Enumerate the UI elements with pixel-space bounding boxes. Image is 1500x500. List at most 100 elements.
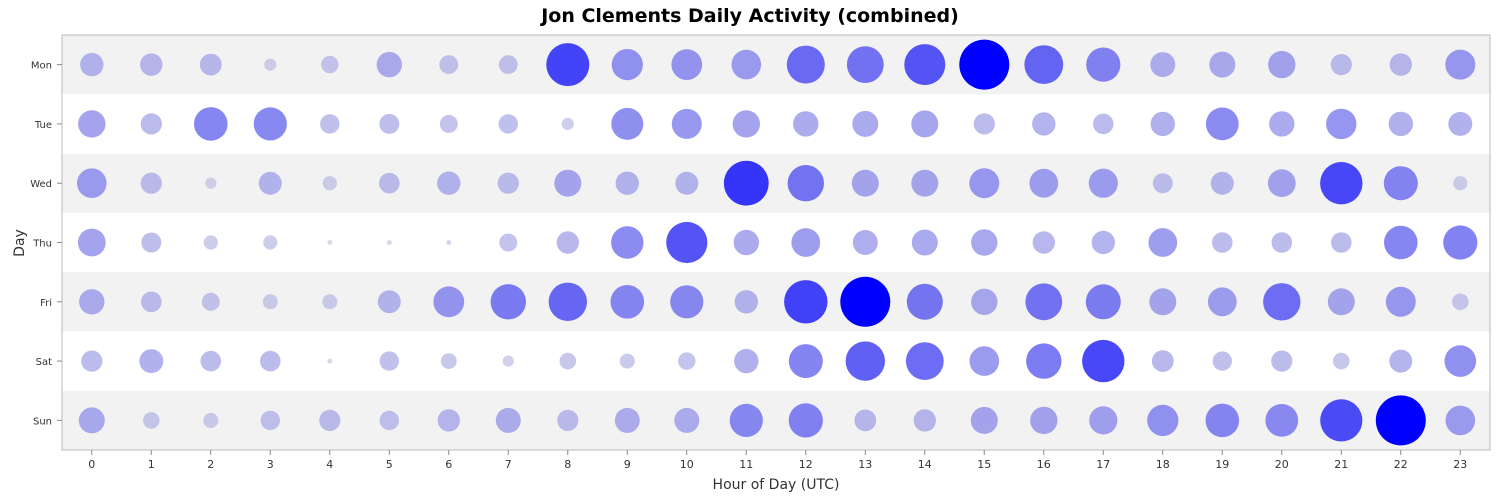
bubble-tue-1 [140, 113, 162, 135]
bubble-fri-18 [1149, 288, 1177, 316]
bubble-wed-19 [1210, 171, 1234, 195]
x-tick-label: 3 [267, 458, 274, 471]
bubble-mon-7 [498, 55, 518, 74]
x-tick-label: 15 [977, 458, 991, 471]
bubble-sun-12 [788, 403, 823, 438]
y-tick-label: Mon [31, 61, 52, 72]
y-axis-label: Day [12, 229, 28, 257]
bubble-wed-22 [1383, 166, 1418, 201]
x-tick-label: 18 [1156, 458, 1170, 471]
bubble-sat-22 [1389, 349, 1413, 373]
bubble-tue-3 [253, 107, 287, 141]
bubble-mon-20 [1268, 50, 1296, 79]
bubble-fri-5 [377, 290, 401, 314]
bubble-tue-23 [1448, 111, 1473, 136]
bubble-wed-16 [1029, 168, 1059, 198]
bubble-fri-4 [322, 294, 338, 310]
bubble-wed-13 [851, 169, 879, 197]
bubble-thu-23 [1443, 225, 1478, 260]
bubble-wed-12 [787, 165, 824, 202]
row-band-tue [62, 94, 1490, 154]
bubble-wed-8 [554, 169, 582, 197]
x-tick-label: 6 [445, 458, 452, 471]
bubble-thu-4 [327, 240, 333, 245]
row-band-mon [62, 35, 1490, 95]
bubble-tue-21 [1326, 108, 1357, 140]
bubble-mon-21 [1330, 54, 1352, 76]
bubble-sat-4 [327, 358, 333, 364]
bubble-wed-2 [205, 177, 217, 189]
bubble-sun-16 [1030, 406, 1058, 435]
bubble-sun-4 [319, 409, 341, 431]
bubble-thu-2 [203, 235, 218, 250]
bubble-sat-10 [678, 352, 696, 370]
bubble-thu-8 [556, 231, 579, 254]
bubble-mon-14 [904, 44, 946, 86]
bubble-sat-18 [1151, 350, 1174, 372]
bubble-sun-15 [970, 406, 998, 434]
bubble-mon-23 [1445, 49, 1476, 80]
bubble-mon-22 [1389, 53, 1413, 76]
x-tick-label: 11 [739, 458, 753, 471]
bubble-mon-5 [376, 51, 402, 78]
row-band-sat [62, 331, 1490, 391]
bubble-sat-5 [379, 351, 399, 371]
bubble-wed-15 [969, 168, 1000, 199]
bubble-sun-22 [1375, 395, 1426, 446]
bubble-thu-14 [911, 229, 938, 256]
bubble-sat-15 [969, 346, 1000, 376]
bubble-wed-1 [140, 172, 162, 194]
bubble-tue-18 [1150, 111, 1176, 137]
bubble-tue-15 [973, 113, 995, 135]
x-axis-ticks: 0 1 2 3 4 5 6 7 8 9 10 11 12 13 14 15 16 17 18 19 20 21 22 23 [88, 450, 1467, 471]
y-axis-ticks: Mon Tue Wed Thu Fri Sat Sun [30, 61, 62, 427]
bubble-wed-10 [675, 171, 699, 195]
bubble-fri-9 [610, 285, 645, 319]
x-tick-label: 8 [564, 458, 571, 471]
bubble-fri-22 [1385, 286, 1416, 317]
x-tick-label: 22 [1394, 458, 1408, 471]
bubble-thu-21 [1331, 232, 1352, 253]
bubble-wed-17 [1088, 168, 1118, 198]
bubble-thu-20 [1271, 232, 1293, 253]
bubble-mon-11 [731, 49, 762, 80]
bubble-fri-7 [490, 284, 526, 320]
x-tick-label: 23 [1453, 458, 1467, 471]
bubble-wed-11 [723, 160, 769, 206]
bubble-sat-9 [619, 353, 635, 369]
bubble-fri-12 [784, 280, 828, 324]
bubble-sun-18 [1147, 404, 1179, 436]
bubble-tue-13 [852, 110, 879, 137]
bubble-tue-22 [1388, 111, 1414, 137]
bubble-tue-6 [439, 114, 458, 133]
bubble-wed-9 [615, 171, 639, 195]
bubble-thu-0 [77, 228, 106, 257]
bubble-sun-7 [495, 407, 521, 433]
bubble-wed-4 [322, 176, 337, 191]
y-tick-label: Thu [32, 239, 52, 250]
bubble-thu-15 [971, 229, 998, 256]
bubble-sat-1 [139, 349, 164, 374]
bubble-sat-16 [1026, 343, 1062, 379]
bubble-wed-23 [1453, 176, 1468, 191]
x-tick-label: 20 [1275, 458, 1289, 471]
x-tick-label: 0 [88, 458, 95, 471]
bubble-tue-19 [1205, 107, 1239, 141]
bubble-sun-19 [1205, 403, 1240, 438]
bubble-thu-22 [1384, 225, 1418, 260]
bubble-sun-17 [1089, 406, 1118, 435]
y-tick-label: Sun [33, 416, 52, 427]
bubble-sun-8 [557, 409, 579, 431]
bubble-sat-20 [1271, 350, 1293, 372]
bubble-wed-20 [1267, 169, 1296, 198]
x-tick-label: 7 [505, 458, 512, 471]
bubble-fri-19 [1207, 287, 1237, 317]
row-band-sun [62, 390, 1490, 450]
bubble-sat-17 [1082, 339, 1125, 383]
x-tick-label: 13 [858, 458, 872, 471]
bubble-sun-14 [913, 409, 936, 432]
chart-title: Jon Clements Daily Activity (combined) [539, 5, 959, 27]
row-band-wed [62, 153, 1490, 213]
bubble-fri-15 [971, 288, 998, 315]
